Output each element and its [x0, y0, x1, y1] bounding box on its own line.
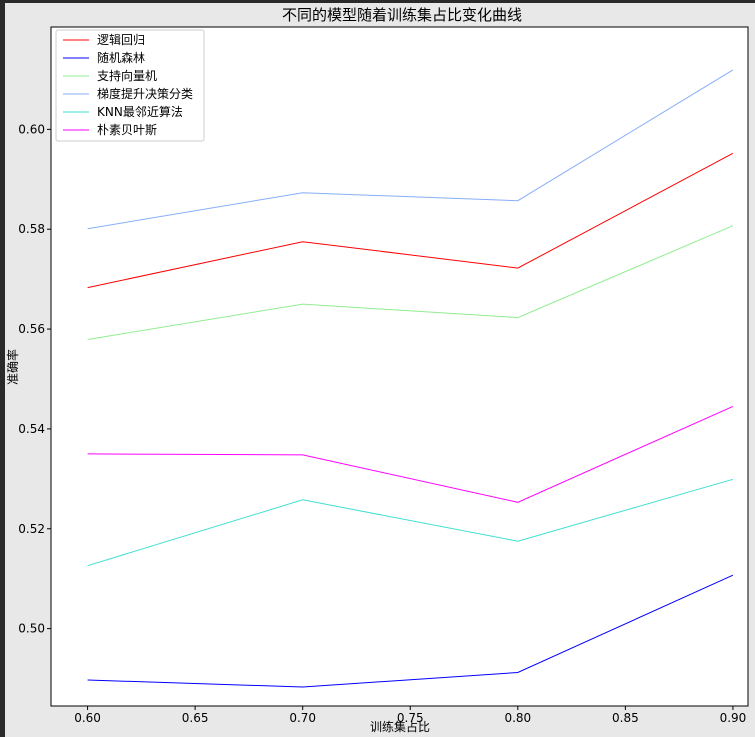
series-line-2 [87, 225, 734, 340]
series-lines [87, 69, 734, 688]
y-tick-label: 0.50 [18, 622, 45, 636]
legend-label-1: 随机森林 [97, 50, 145, 65]
y-tick-label: 0.60 [18, 122, 45, 136]
legend-label-2: 支持向量机 [97, 68, 157, 83]
series-line-3 [87, 69, 734, 230]
legend-box [55, 29, 205, 142]
legend-label-0: 逻辑回归 [97, 33, 145, 47]
legend-label-4: KNN最邻近算法 [97, 104, 183, 119]
y-tick-label: 0.58 [18, 222, 45, 236]
x-tick-label: 0.85 [612, 711, 639, 725]
x-tick-label: 0.90 [720, 711, 747, 725]
series-line-1 [87, 574, 734, 688]
series-line-0 [87, 152, 734, 289]
x-tick-label: 0.70 [289, 711, 316, 725]
x-tick-label: 0.65 [182, 711, 209, 725]
y-tick-label: 0.54 [18, 422, 45, 436]
window-edge-left [0, 0, 5, 737]
y-tick-label: 0.52 [18, 522, 45, 536]
window-edge-top [0, 0, 755, 3]
y-tick-label: 0.56 [18, 322, 45, 336]
x-axis-label: 训练集占比 [370, 719, 430, 734]
legend-label-3: 梯度提升决策分类 [97, 86, 193, 101]
y-axis-ticks: 0.50 0.52 0.54 0.56 0.58 0.60 [18, 122, 51, 636]
y-axis-label: 准确率 [5, 349, 20, 385]
chart-title: 不同的模型随着训练集占比变化曲线 [282, 6, 522, 24]
series-line-5 [87, 405, 734, 503]
x-tick-label: 0.80 [504, 711, 531, 725]
x-axis-ticks: 0.60 0.65 0.70 0.75 0.80 0.85 0.90 [74, 706, 746, 725]
x-tick-label: 0.60 [74, 711, 101, 725]
series-line-4 [87, 478, 734, 567]
legend-label-5: 朴素贝叶斯 [97, 122, 157, 137]
x-tick-label: 0.75 [397, 711, 424, 725]
